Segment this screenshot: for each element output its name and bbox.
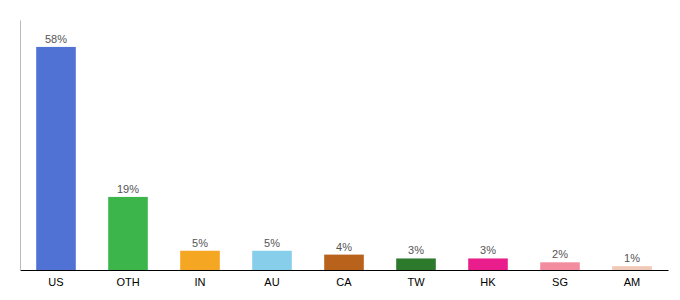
bar [252,251,292,270]
y-axis [20,21,21,271]
chart: 58% 19% 5% 5% 4% 3% 3% 2% 1% US OTH IN AU CA TW HK SG AM [0,0,680,300]
x-tick-label: OTH [116,276,139,288]
x-tick-label: US [48,276,63,288]
data-label: 4% [336,241,352,253]
bar [36,47,76,270]
bar [540,262,580,270]
x-tick-label: TW [407,276,425,288]
bar [396,258,436,270]
data-label: 3% [408,244,424,256]
x-tick: HK [480,276,496,288]
data-label: 2% [552,248,568,260]
data-labels: 58% 19% 5% 5% 4% 3% 3% 2% 1% [45,33,640,264]
data-label: 1% [624,252,640,264]
x-tick: US [48,276,63,288]
x-tick: AU [264,276,279,288]
bar [468,258,508,270]
x-tick: SG [552,276,568,288]
plot: 58% 19% 5% 5% 4% 3% 3% 2% 1% US OTH IN AU CA TW HK SG AM [21,21,669,288]
bar [108,197,148,270]
x-axis-line [21,270,669,271]
data-label: 3% [480,244,496,256]
bar [612,266,652,270]
bar [180,251,220,270]
data-label: 58% [45,33,67,45]
x-tick: IN [195,276,206,288]
bars [36,47,652,270]
data-label: 5% [192,237,208,249]
x-tick-label: IN [195,276,206,288]
x-tick: OTH [116,276,139,288]
x-tick: AM [624,276,641,288]
x-tick: TW [407,276,425,288]
x-tick-label: AM [624,276,641,288]
bar [324,255,364,270]
x-tick: CA [336,276,352,288]
x-axis: US OTH IN AU CA TW HK SG AM [21,271,669,288]
y-axis-line [20,21,21,271]
data-label: 19% [117,183,139,195]
x-tick-label: HK [480,276,496,288]
x-tick-label: AU [264,276,279,288]
x-tick-label: CA [336,276,352,288]
data-label: 5% [264,237,280,249]
x-tick-label: SG [552,276,568,288]
